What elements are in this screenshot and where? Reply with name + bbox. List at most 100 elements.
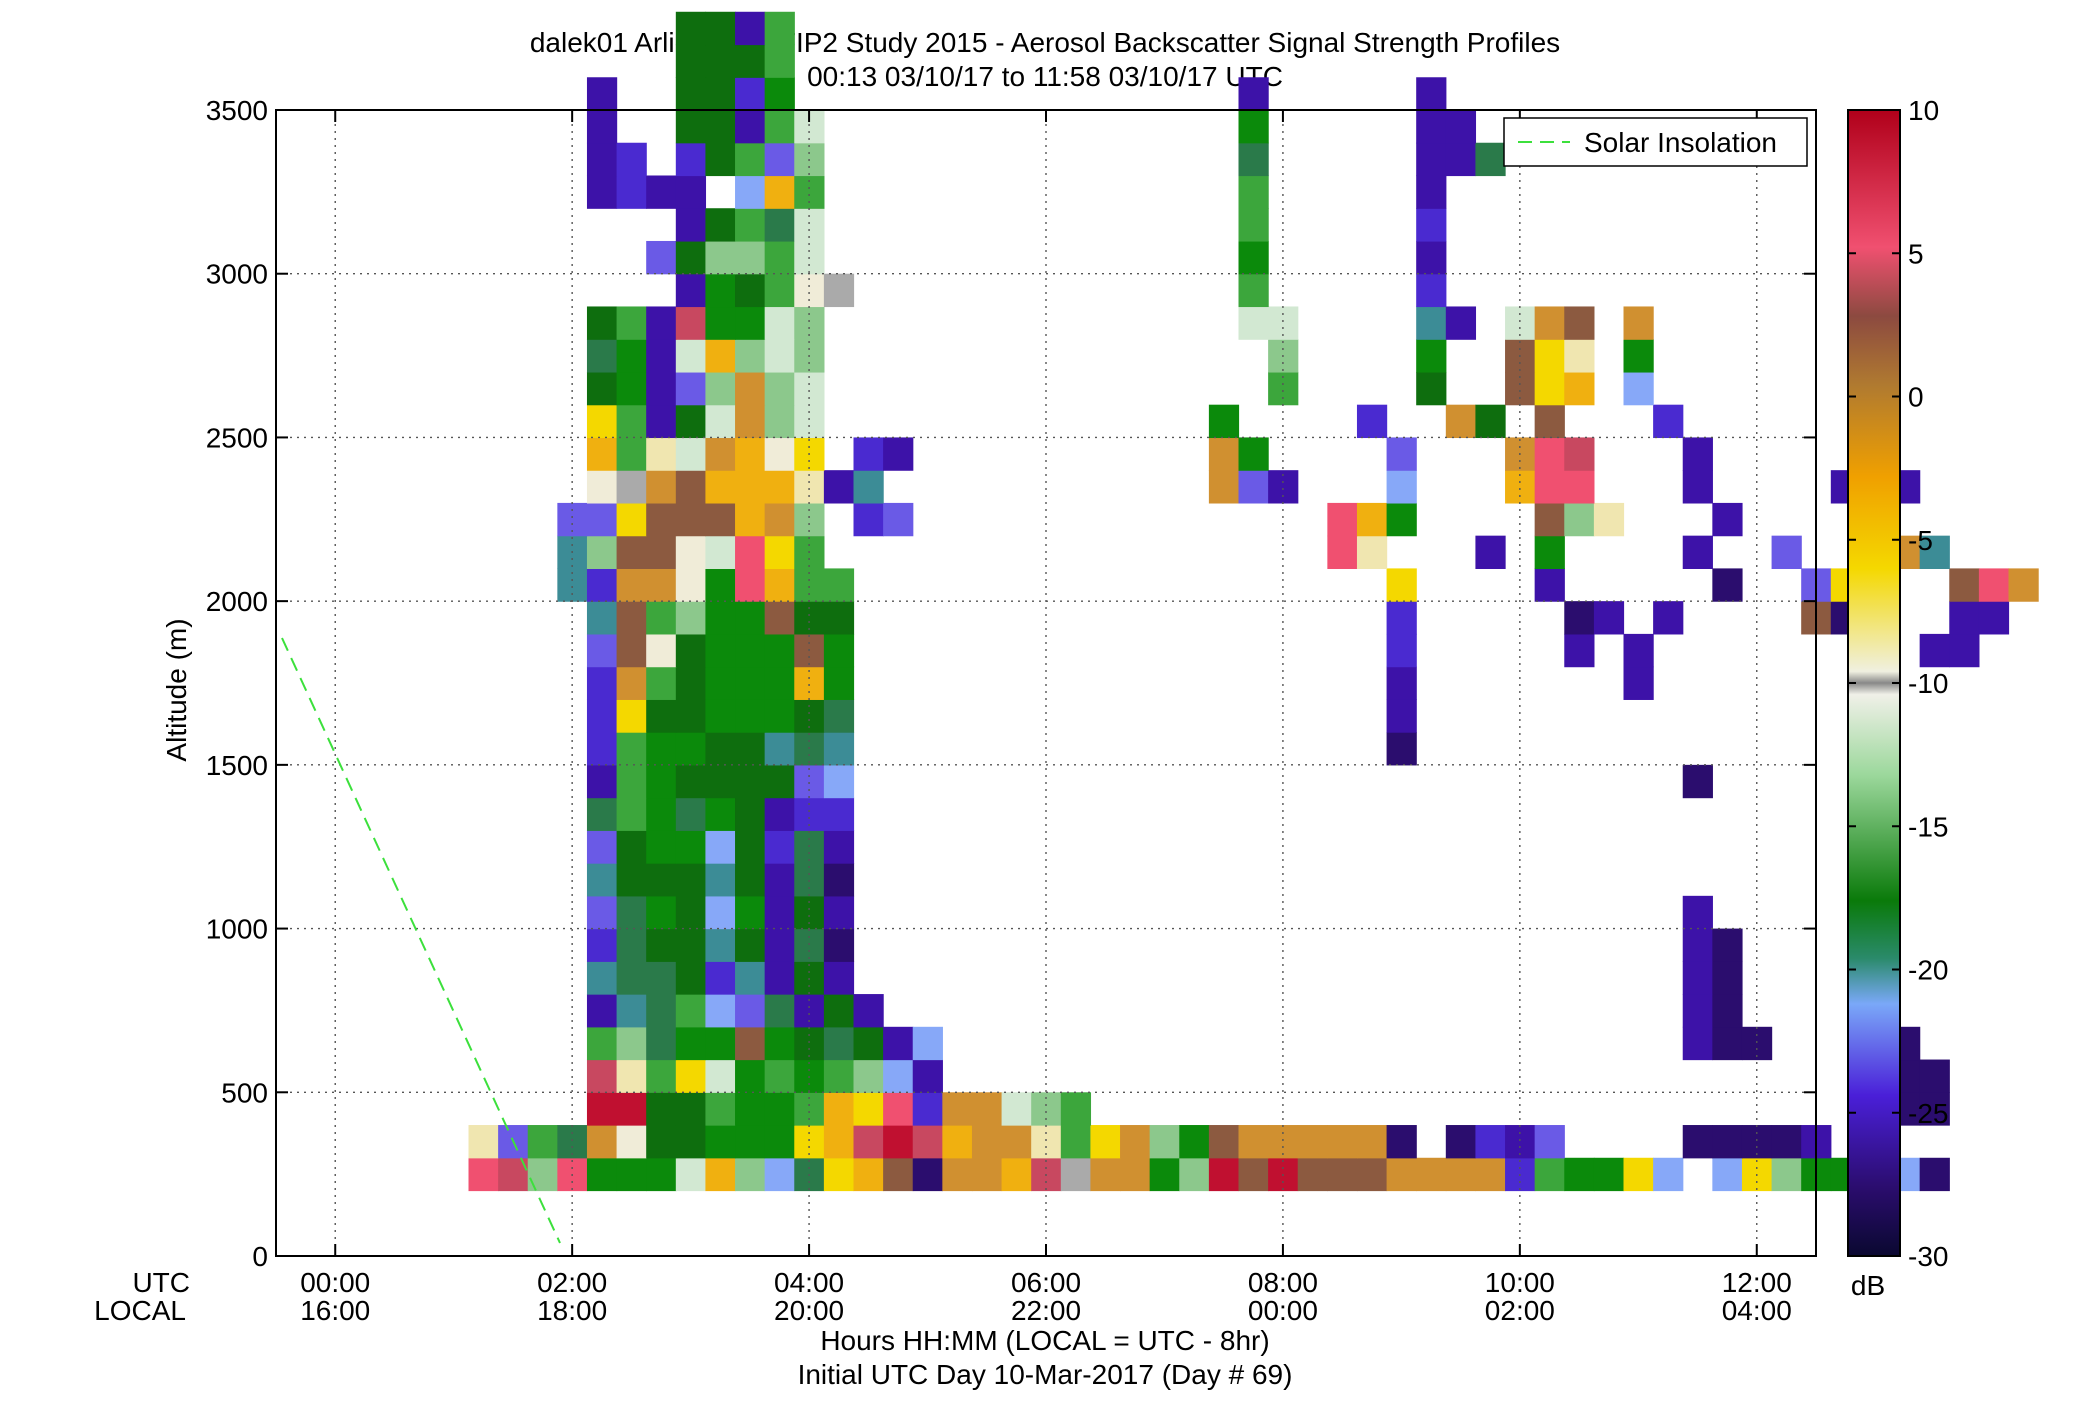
heat-cell	[1386, 1125, 1417, 1159]
heat-cell	[735, 11, 766, 46]
heat-cell	[735, 470, 766, 504]
solar-insolation-line	[281, 637, 561, 1244]
heat-cell	[675, 240, 707, 275]
heat-cell	[705, 994, 736, 1028]
heat-cell	[1623, 633, 1654, 668]
heat-cell	[705, 797, 736, 831]
heat-cell	[646, 764, 677, 799]
heat-cell	[1386, 699, 1417, 733]
heat-cell	[1238, 273, 1269, 308]
heat-cell	[586, 502, 618, 537]
heat-cell	[675, 699, 707, 733]
y-tick-label: 0	[252, 1241, 268, 1272]
colorbar-tick-label: -10	[1908, 668, 1948, 699]
heat-cell	[764, 142, 795, 177]
heat-cell	[853, 502, 884, 537]
heat-cell	[646, 666, 677, 700]
heat-cell	[764, 339, 795, 373]
heat-cell	[794, 928, 825, 962]
heat-cell	[646, 1026, 677, 1061]
y-tick-label: 500	[221, 1077, 268, 1108]
heat-cell	[794, 961, 825, 995]
heat-cell	[616, 895, 647, 930]
x-row-label-utc: UTC	[132, 1267, 190, 1298]
heat-cell	[646, 797, 677, 831]
heat-cell	[764, 1157, 795, 1192]
colorbar-tick-label: -30	[1908, 1241, 1948, 1272]
heat-cell	[764, 404, 795, 439]
heat-cell	[675, 208, 707, 242]
heat-cell	[1090, 1157, 1121, 1192]
heat-cell	[853, 994, 884, 1028]
heat-cell	[1416, 371, 1447, 406]
heat-cell	[1534, 1125, 1565, 1159]
heat-cell	[764, 863, 795, 897]
heat-cell	[735, 961, 766, 995]
heat-cell	[1682, 535, 1713, 569]
heat-cell	[705, 1157, 736, 1192]
heat-cell	[616, 371, 647, 406]
heat-cell	[616, 830, 647, 864]
heat-cell	[675, 110, 707, 144]
axis-ticks	[276, 109, 1816, 1257]
heat-cell	[705, 666, 736, 700]
heat-cell	[883, 1157, 914, 1192]
heat-cell	[675, 1157, 707, 1192]
heat-cell	[823, 633, 855, 668]
heat-cell	[616, 1059, 647, 1093]
heat-cell	[705, 1125, 736, 1159]
heat-cell	[1534, 437, 1565, 471]
heat-cell	[794, 666, 825, 700]
heat-cell	[1416, 273, 1447, 308]
heat-cell	[1564, 371, 1595, 406]
heat-cell	[735, 830, 766, 864]
heat-cell	[1771, 1157, 1802, 1192]
heat-cell	[646, 961, 677, 995]
heat-cell	[735, 142, 766, 177]
heat-cell	[646, 437, 677, 471]
heat-cell	[735, 1092, 766, 1126]
heat-cell	[735, 44, 766, 78]
heat-cell	[675, 1092, 707, 1126]
heat-cell	[1386, 601, 1417, 635]
heat-cell	[616, 797, 647, 831]
heat-cell	[1416, 175, 1447, 209]
heat-cell	[1060, 1157, 1092, 1192]
heat-cell	[1978, 568, 2010, 602]
heat-cell	[1386, 666, 1417, 700]
heat-cell	[883, 437, 914, 471]
colorbar-tick-label: 10	[1908, 95, 1939, 126]
heat-cell	[735, 1026, 766, 1061]
heat-cell	[705, 928, 736, 962]
heat-cell	[1475, 1125, 1506, 1159]
heat-cell	[1445, 1125, 1477, 1159]
heat-cell	[646, 568, 677, 602]
heat-cell	[764, 11, 795, 46]
y-tick-label: 1000	[206, 914, 268, 945]
heat-cell	[646, 863, 677, 897]
heat-cell	[705, 633, 736, 668]
heat-cell	[1208, 404, 1240, 439]
heat-cell	[616, 961, 647, 995]
heat-cell	[764, 666, 795, 700]
heat-cell	[1978, 601, 2010, 635]
heat-cell	[675, 371, 707, 406]
heat-cell	[705, 44, 736, 78]
heat-cell	[646, 732, 677, 766]
y-tick-label: 2000	[206, 586, 268, 617]
heat-cell	[853, 1026, 884, 1061]
heat-cell	[1682, 895, 1713, 930]
heat-cell	[735, 797, 766, 831]
heat-cell	[1682, 764, 1713, 799]
heat-cell	[823, 273, 855, 308]
heat-cell	[646, 371, 677, 406]
heat-cell	[764, 895, 795, 930]
heat-cell	[1416, 306, 1447, 340]
heat-cell	[764, 1059, 795, 1093]
heat-cell	[705, 502, 736, 537]
heat-cell	[705, 863, 736, 897]
x-axis-label: Hours HH:MM (LOCAL = UTC - 8hr)	[820, 1325, 1269, 1356]
heat-cell	[1208, 437, 1240, 471]
heat-cell	[646, 1059, 677, 1093]
